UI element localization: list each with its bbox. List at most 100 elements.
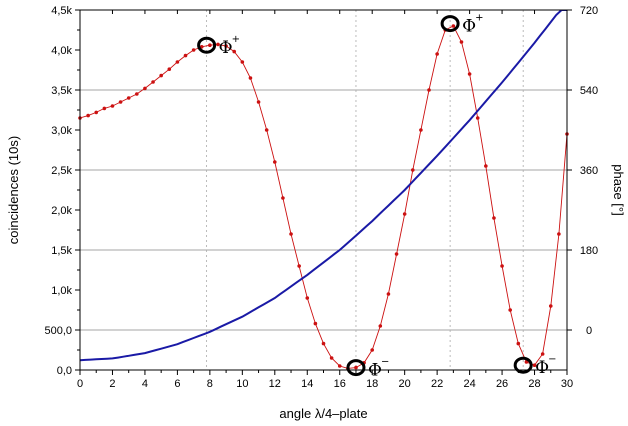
- data-point-coincidences: [256, 100, 261, 104]
- state-label: Φ: [535, 358, 549, 378]
- data-point-coincidences: [183, 53, 188, 58]
- x-tick-label: 30: [561, 378, 573, 390]
- data-point-coincidences: [305, 296, 310, 300]
- data-point-coincidences: [321, 341, 326, 346]
- data-point-coincidences: [524, 360, 529, 364]
- data-point-coincidences: [94, 110, 99, 115]
- y-left-tick-label: 2,5k: [51, 165, 72, 177]
- x-tick-label: 14: [301, 378, 313, 390]
- data-point-coincidences: [143, 86, 147, 91]
- data-point-coincidences: [532, 363, 537, 368]
- data-point-coincidences: [240, 60, 245, 64]
- data-point-coincidences: [297, 264, 301, 268]
- y-left-tick-label: 4,0k: [51, 45, 72, 57]
- data-point-coincidences: [386, 292, 391, 296]
- y-left-tick-label: 500,0: [44, 325, 72, 337]
- data-point-coincidences: [557, 232, 561, 236]
- state-marker-circle: [197, 36, 217, 54]
- data-point-coincidences: [281, 196, 285, 200]
- annotations: Φ +Φ −Φ +Φ −: [197, 13, 557, 381]
- x-tick-label: 26: [496, 378, 508, 390]
- x-tick-label: 28: [528, 378, 540, 390]
- y-left-tick-label: 4,5k: [51, 5, 72, 17]
- y-right-tick-label: 0: [586, 325, 592, 337]
- state-label: Φ: [462, 17, 476, 37]
- state-marker-circle: [513, 356, 533, 374]
- y-left-tick-label: 1,0k: [51, 285, 72, 297]
- data-point-coincidences: [475, 116, 480, 120]
- data-point-coincidences: [191, 48, 196, 52]
- state-label-superscript: +: [232, 34, 240, 45]
- x-tick-label: 22: [431, 378, 443, 390]
- data-point-coincidences: [370, 348, 375, 352]
- data-point-coincidences: [484, 164, 488, 168]
- x-tick-label: 18: [366, 378, 378, 390]
- y-right-tick-label: 540: [580, 85, 598, 97]
- data-point-coincidences: [337, 364, 342, 368]
- data-point-coincidences: [451, 24, 456, 28]
- data-point-coincidences: [313, 321, 318, 326]
- state-label: Φ: [368, 361, 382, 381]
- y-axis-right-title: phase [°]: [611, 164, 626, 215]
- data-point-coincidences: [500, 264, 504, 268]
- state-marker-circle: [346, 359, 366, 377]
- state-label-superscript: −: [548, 354, 556, 365]
- x-tick-label: 8: [207, 378, 213, 390]
- y-right-tick-label: 720: [580, 5, 598, 17]
- data-point-coincidences: [232, 49, 237, 54]
- x-tick-label: 2: [109, 378, 115, 390]
- data-point-coincidences: [167, 67, 172, 71]
- axes: 0 2 4 6 8 10 12 14 16 18 20 22 24 26 28 300,0500,01,0k1…: [44, 5, 598, 390]
- grid: [80, 10, 567, 370]
- data-point-coincidences: [492, 216, 496, 220]
- y-right-tick-label: 360: [580, 165, 598, 177]
- data-point-coincidences: [264, 128, 269, 132]
- x-tick-label: 10: [236, 378, 248, 390]
- data-point-coincidences: [516, 341, 521, 346]
- data-point-coincidences: [427, 88, 431, 92]
- data-point-coincidences: [159, 73, 163, 78]
- x-tick-label: 0: [77, 378, 83, 390]
- data-point-coincidences: [410, 168, 415, 172]
- data-point-coincidences: [467, 72, 472, 76]
- data-point-coincidences: [118, 100, 123, 104]
- y-left-tick-label: 2,0k: [51, 205, 72, 217]
- data-point-coincidences: [459, 40, 464, 44]
- x-axis-title: angle λ/4–plate: [279, 406, 367, 421]
- data-point-coincidences: [273, 160, 277, 164]
- data-point-coincidences: [135, 92, 139, 96]
- x-tick-label: 4: [142, 378, 148, 390]
- data-point-coincidences: [199, 45, 204, 49]
- y-left-tick-label: 3,5k: [51, 85, 72, 97]
- x-tick-label: 24: [463, 378, 475, 390]
- data-point-coincidences: [86, 113, 90, 118]
- data-point-coincidences: [419, 128, 423, 132]
- data-point-coincidences: [402, 212, 407, 216]
- data-point-coincidences: [224, 44, 228, 48]
- data-point-coincidences: [548, 304, 553, 308]
- y-left-tick-label: 0,0: [57, 365, 72, 377]
- data-point-coincidences: [175, 60, 180, 64]
- data-point-coincidences: [102, 106, 107, 111]
- data-point-coincidences: [289, 232, 293, 236]
- state-marker-circle: [440, 15, 460, 33]
- data-point-coincidences: [216, 42, 220, 47]
- state-label-superscript: +: [475, 13, 483, 24]
- data-point-coincidences: [248, 76, 253, 80]
- x-tick-label: 6: [174, 378, 180, 390]
- data-point-coincidences: [540, 352, 545, 356]
- data-point-coincidences: [329, 356, 334, 360]
- data-point-coincidences: [110, 104, 115, 108]
- data-point-coincidences: [151, 80, 155, 84]
- data-point-coincidences: [378, 324, 383, 328]
- data-point-coincidences: [208, 43, 212, 47]
- y-axis-left-title: coincidences (10s): [6, 136, 21, 244]
- state-label-superscript: −: [381, 357, 389, 368]
- series-layer: [78, 10, 569, 371]
- data-point-coincidences: [354, 365, 358, 370]
- data-point-coincidences: [435, 52, 439, 56]
- state-label: Φ: [219, 38, 233, 58]
- data-point-coincidences: [508, 308, 512, 312]
